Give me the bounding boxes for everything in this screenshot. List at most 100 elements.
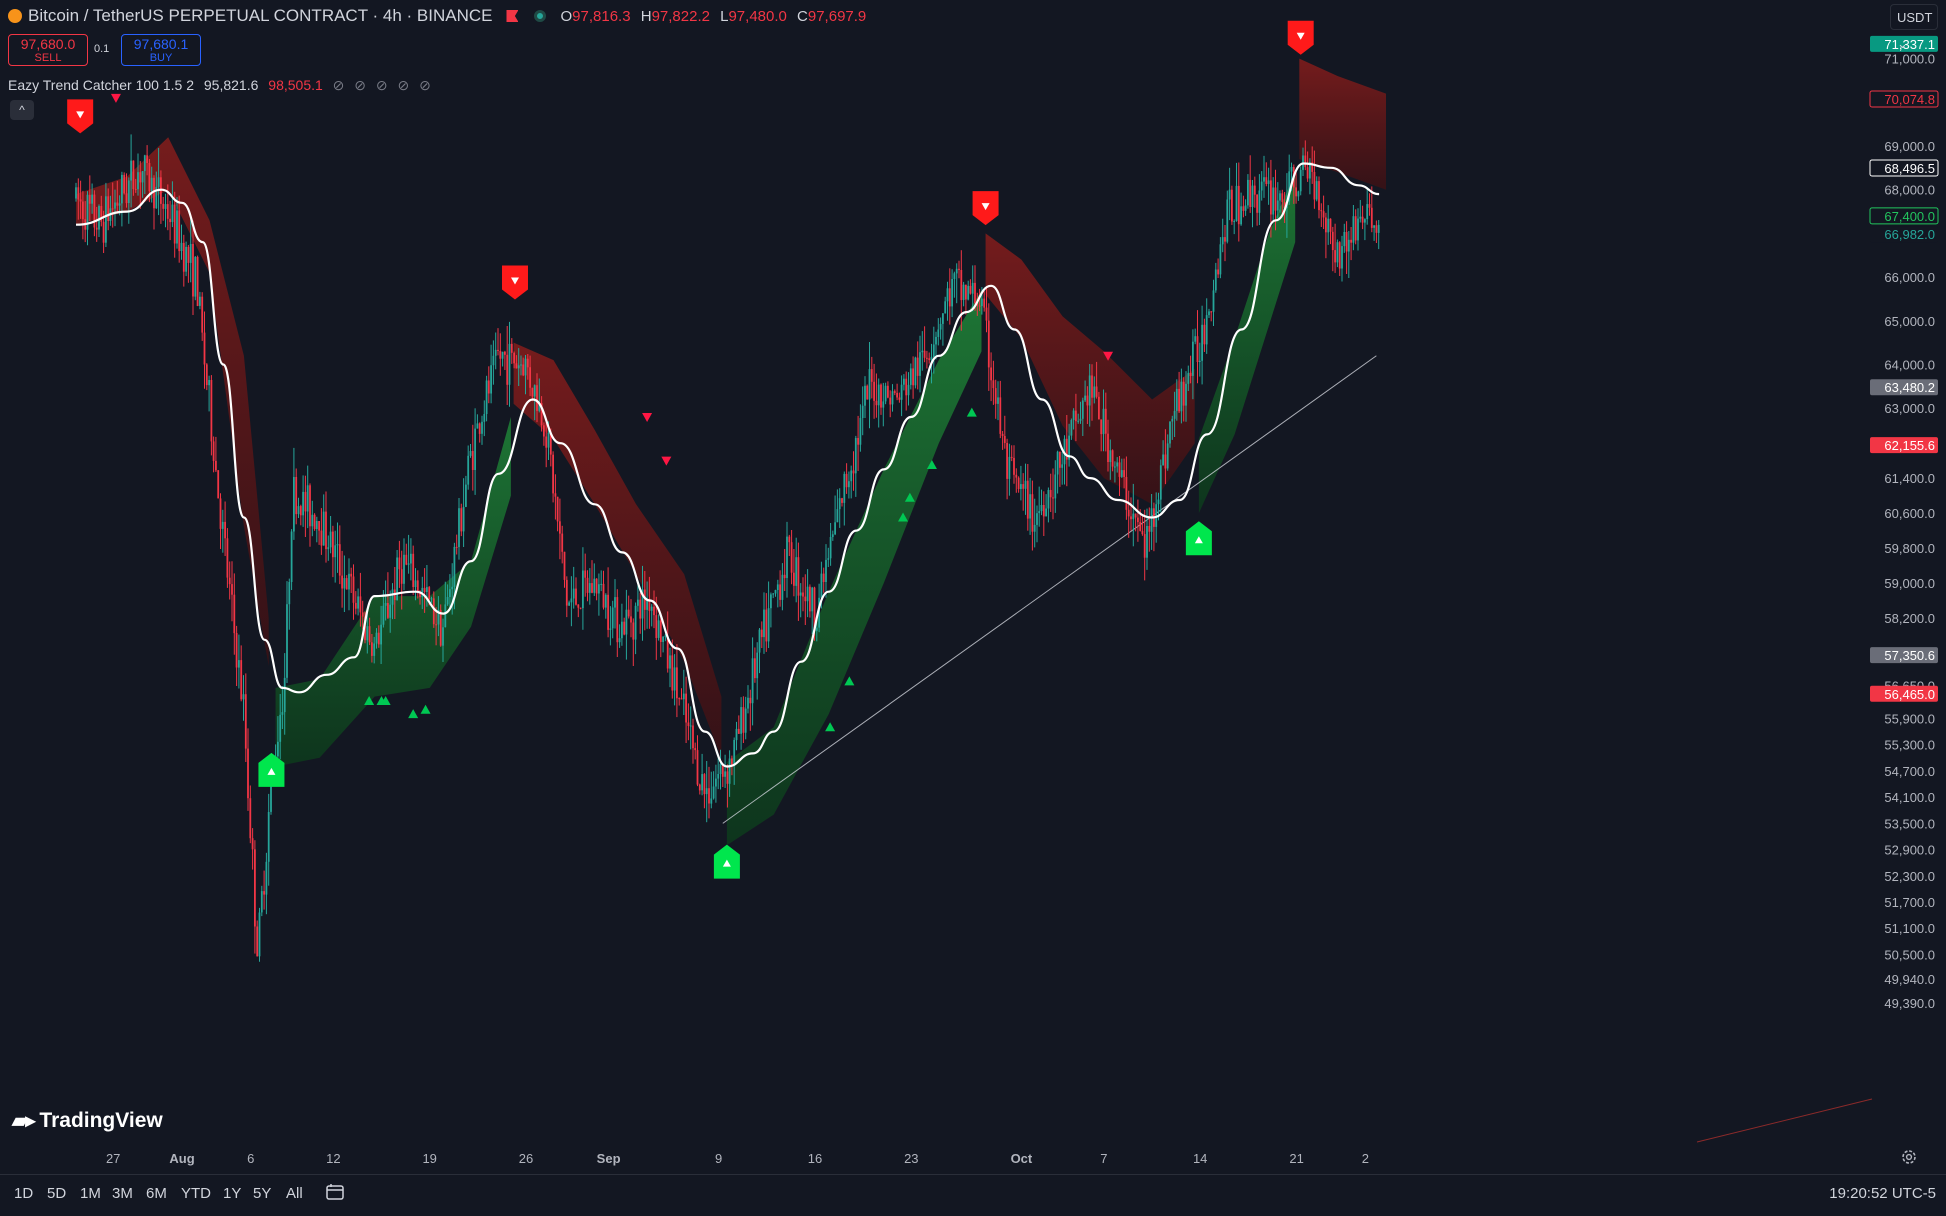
candle-body	[1210, 311, 1213, 313]
candle-body	[1320, 210, 1323, 212]
candle-body	[366, 626, 369, 641]
candle-body	[783, 574, 786, 579]
candle-body	[728, 758, 731, 784]
range-5d[interactable]: 5D	[47, 1185, 67, 1202]
candle-body	[650, 606, 653, 611]
candle-body	[689, 725, 692, 727]
candle-body	[249, 798, 252, 839]
time-tick-label: 16	[808, 1151, 822, 1166]
candle-body	[788, 536, 791, 543]
range-3m[interactable]: 3M	[112, 1185, 133, 1202]
price-label-text: 57,350.6	[1884, 648, 1935, 663]
range-1d[interactable]: 1D	[14, 1185, 34, 1202]
candle-body	[501, 351, 504, 359]
range-5y[interactable]: 5Y	[253, 1185, 272, 1202]
candle-body	[426, 587, 428, 592]
candle-body	[538, 403, 541, 411]
candle-body	[322, 511, 325, 546]
candle-body	[1056, 451, 1059, 475]
time-tick-label: 21	[1289, 1151, 1303, 1166]
sell-button[interactable]: 97,680.0 SELL	[8, 34, 88, 66]
calendar-icon[interactable]	[326, 1183, 346, 1201]
buy-button[interactable]: 97,680.1 BUY	[121, 34, 201, 66]
indicator-legend[interactable]: Eazy Trend Catcher 100 1.5 2 95,821.6 98…	[8, 77, 434, 94]
candle-body	[880, 384, 882, 408]
candle-body	[1185, 383, 1187, 406]
candle-body	[1276, 200, 1279, 211]
range-1m[interactable]: 1M	[80, 1185, 101, 1202]
candle-body	[834, 522, 836, 535]
candle-body	[854, 438, 857, 474]
range-6m[interactable]: 6M	[146, 1185, 167, 1202]
price-tick-label: 71,000.0	[1884, 52, 1935, 67]
clock[interactable]: 19:20:52 UTC-5	[1829, 1185, 1936, 1202]
candle-body	[304, 491, 307, 512]
candle-body	[1299, 169, 1302, 192]
candle-body	[955, 268, 958, 274]
candle-body	[460, 508, 463, 532]
candle-body	[240, 660, 243, 700]
candle-body	[430, 598, 433, 600]
candle-body	[1295, 187, 1297, 197]
candle-body	[476, 423, 479, 429]
candle-body	[1359, 216, 1362, 219]
candle-body	[1309, 162, 1311, 179]
candle-body	[735, 728, 738, 741]
candle-body	[1038, 511, 1041, 514]
candle-body	[1086, 395, 1089, 406]
candle-body	[1263, 177, 1265, 182]
candle-body	[309, 485, 311, 527]
candle-body	[543, 425, 545, 437]
candle-body	[1139, 522, 1142, 531]
flag-icon[interactable]	[506, 10, 519, 22]
candle-body	[779, 584, 781, 600]
candle-body	[992, 380, 995, 389]
candle-body	[676, 667, 678, 699]
candle-body	[1214, 269, 1217, 291]
candle-body	[1123, 470, 1125, 477]
range-all[interactable]: All	[286, 1185, 303, 1202]
candle-body	[1180, 381, 1183, 412]
candle-body	[740, 707, 742, 734]
gear-icon[interactable]	[1900, 1148, 1918, 1166]
candle-body	[600, 583, 603, 585]
candle-body	[215, 460, 217, 471]
candle-body	[1329, 218, 1332, 232]
price-axis[interactable]: 69,000.0 68,000.0 66,000.0 65,000.0 64,000.0…	[1884, 52, 1935, 1011]
currency-selector[interactable]: USDT ⌄	[1890, 4, 1938, 51]
candle-body	[1109, 450, 1112, 462]
candle-body	[843, 473, 846, 503]
collapse-legend-button[interactable]: ^	[10, 100, 34, 120]
symbol-title[interactable]: Bitcoin / TetherUS PERPETUAL CONTRACT · …	[28, 6, 493, 25]
price-label-bg	[1870, 685, 1938, 702]
range-1y[interactable]: 1Y	[223, 1185, 242, 1202]
candle-body	[806, 586, 809, 602]
price-tick-label: 68,000.0	[1884, 183, 1935, 198]
candle-body	[1118, 462, 1121, 477]
candle-body	[795, 557, 798, 586]
range-ytd[interactable]: YTD	[181, 1185, 211, 1202]
candle-body	[561, 533, 564, 552]
candle-body	[611, 607, 614, 629]
candle-body	[1224, 237, 1226, 242]
chart-header: Bitcoin / TetherUS PERPETUAL CONTRACT · …	[8, 6, 872, 26]
candle-body	[625, 609, 628, 635]
candle-body	[1331, 231, 1334, 251]
price-tick-label: 51,700.0	[1884, 895, 1935, 910]
candle-body	[1194, 336, 1197, 342]
candle-body	[607, 594, 609, 630]
candle-body	[471, 451, 474, 470]
candle-body	[483, 414, 486, 422]
time-axis[interactable]: 27 Aug 6 12 19 26 Sep 9 16 23 Oct 7 14 21 2	[106, 1151, 1369, 1166]
candle-body	[937, 329, 940, 337]
candle-body	[265, 861, 268, 895]
candle-body	[1274, 187, 1277, 211]
candle-body	[653, 606, 655, 616]
candle-body	[281, 712, 284, 715]
candle-body	[91, 194, 93, 204]
candle-body	[1279, 193, 1281, 201]
candle-body	[221, 521, 224, 529]
candle-body	[978, 305, 981, 307]
triangle-down-icon	[510, 277, 519, 285]
